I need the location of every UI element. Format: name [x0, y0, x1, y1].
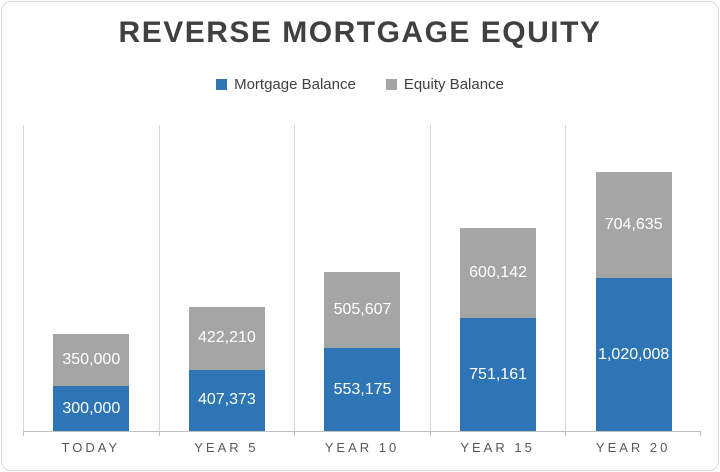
mortgage-segment-today: 300,000: [53, 386, 130, 431]
mortgage-segment-year-20: 1,020,008: [595, 278, 672, 431]
axis-tick: [294, 432, 296, 436]
mortgage-segment-year-5: 407,373: [188, 369, 265, 431]
legend: Mortgage Balance Equity Balance: [2, 76, 718, 93]
plot-column-year-20: 704,635 1,020,008: [565, 125, 701, 431]
equity-value-label: 422,210: [197, 329, 256, 347]
x-axis-label-today: TODAY: [61, 440, 121, 455]
bar-today: 350,000 300,000: [53, 333, 130, 431]
plot-column-year-10: 505,607 553,175: [294, 125, 430, 431]
equity-value-label: 704,635: [604, 216, 663, 234]
equity-segment-year-10: 505,607: [324, 272, 401, 348]
equity-segment-year-5: 422,210: [188, 306, 265, 370]
legend-label-equity-balance: Equity Balance: [403, 76, 504, 93]
bar-year-10: 505,607 553,175: [324, 272, 401, 431]
bar-year-20: 704,635 1,020,008: [595, 172, 672, 431]
mortgage-segment-year-15: 751,161: [460, 318, 537, 431]
x-axis-label-year-20: YEAR 20: [595, 440, 671, 455]
equity-value-label: 350,000: [62, 350, 121, 368]
legend-item-equity-balance: Equity Balance: [385, 76, 504, 93]
x-axis-label-year-15: YEAR 15: [460, 440, 535, 455]
mortgage-value-label: 407,373: [197, 391, 256, 409]
mortgage-value-label: 751,161: [469, 365, 527, 383]
axis-tick: [565, 432, 567, 436]
mortgage-value-label: 1,020,008: [598, 345, 670, 363]
mortgage-balance-swatch-icon: [216, 79, 228, 90]
mortgage-value-label: 553,175: [333, 380, 392, 398]
axis-tick: [23, 432, 24, 436]
axis-tick: [158, 432, 160, 436]
x-axis-label-year-10: YEAR 10: [324, 440, 400, 455]
x-axis-labels: TODAY YEAR 5 YEAR 10 YEAR 15 YEAR 20: [23, 440, 701, 455]
mortgage-value-label: 300,000: [62, 399, 121, 417]
mortgage-segment-year-10: 553,175: [324, 348, 401, 431]
x-axis-label-year-5: YEAR 5: [194, 440, 259, 455]
equity-segment-year-20: 704,635: [595, 172, 672, 278]
plot-column-today: 350,000 300,000: [23, 125, 159, 431]
equity-value-label: 600,142: [469, 264, 527, 282]
legend-label-mortgage-balance: Mortgage Balance: [234, 76, 356, 93]
plot-area: 350,000 300,000 422,210 407,373 505,607 553,1…: [23, 125, 701, 436]
equity-balance-swatch-icon: [385, 79, 397, 90]
axis-tick: [700, 432, 701, 436]
axis-tick: [429, 432, 431, 436]
bar-year-15: 600,142 751,161: [460, 228, 537, 431]
equity-segment-year-15: 600,142: [460, 228, 537, 319]
plot-column-year-15: 600,142 751,161: [429, 125, 566, 431]
plot-column-year-5: 422,210 407,373: [158, 125, 295, 431]
legend-item-mortgage-balance: Mortgage Balance: [216, 76, 356, 93]
chart-title: REVERSE MORTGAGE EQUITY: [118, 16, 602, 49]
bar-year-5: 422,210 407,373: [188, 306, 265, 431]
equity-segment-today: 350,000: [53, 333, 130, 386]
equity-value-label: 505,607: [333, 301, 392, 319]
